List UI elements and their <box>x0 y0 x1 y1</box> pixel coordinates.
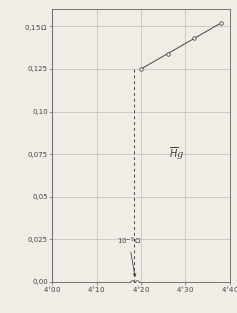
Text: $10^{-5}\,\Omega$: $10^{-5}\,\Omega$ <box>117 235 141 276</box>
Text: $\overline{H}$g: $\overline{H}$g <box>169 146 184 162</box>
